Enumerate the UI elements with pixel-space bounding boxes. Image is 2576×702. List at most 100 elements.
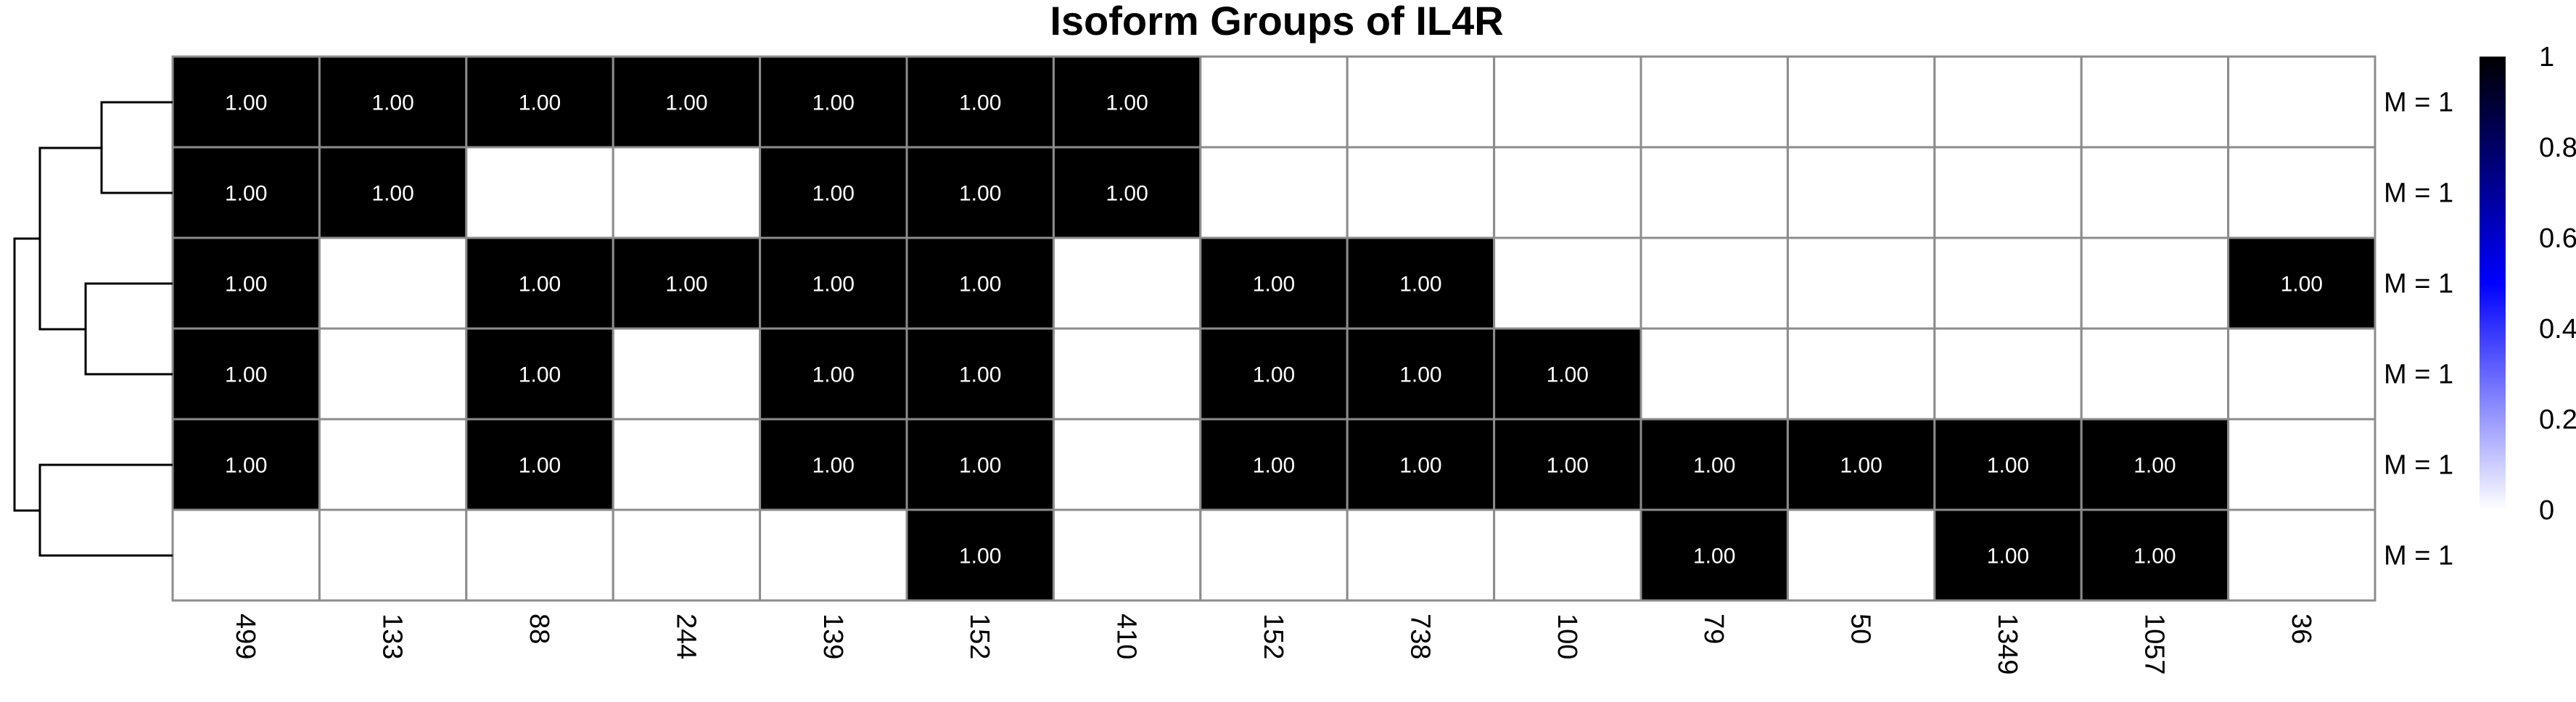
heatmap-cell: [1052, 418, 1202, 511]
cell-value-label: 1.00: [1253, 363, 1295, 387]
heatmap-cell: [759, 327, 908, 421]
heatmap-cell: [1933, 55, 2083, 149]
heatmap-cell: [905, 236, 1055, 330]
heatmap-cell: [905, 55, 1055, 149]
cell-value-label: 1.00: [665, 91, 707, 115]
heatmap-cell: [759, 236, 908, 330]
heatmap-cell: [1786, 236, 1936, 330]
heatmap-cell: [1199, 146, 1349, 239]
heatmap-cell: [1199, 327, 1349, 421]
heatmap-cell: [318, 55, 468, 149]
column-label: 244: [670, 614, 701, 659]
color-scale-tick-label: 0.2: [2539, 405, 2576, 435]
column-label: 50: [1845, 614, 1876, 644]
cell-value-label: 1.00: [812, 454, 855, 478]
dendrogram-branch: [38, 463, 173, 557]
heatmap-cell: [465, 55, 614, 149]
row-dendrogram: [13, 101, 173, 557]
heatmap-cell: [1639, 236, 1789, 330]
heatmap-cell: [1933, 236, 2083, 330]
heatmap-cell: [1786, 508, 1936, 602]
heatmap-cell: [1933, 418, 2083, 511]
column-label: 1057: [2139, 614, 2169, 675]
heatmap-cell: [905, 418, 1055, 511]
heatmap-cell: [1493, 146, 1642, 239]
row-label: M = 1: [2384, 541, 2453, 571]
heatmap-cell: [1786, 327, 1936, 421]
cell-value-label: 1.00: [959, 273, 1001, 297]
heatmap-cell: [1346, 146, 1496, 239]
heatmap-cell: [905, 508, 1055, 602]
heatmap-cell: [612, 508, 762, 602]
cell-value-label: 1.00: [812, 182, 855, 206]
column-label: 410: [1111, 614, 1142, 659]
cell-value-label: 1.00: [1693, 545, 1735, 569]
row-label: M = 1: [2384, 450, 2453, 481]
heatmap-cell: [1639, 508, 1789, 602]
heatmap-cell: [2227, 146, 2377, 239]
color-scale: 0 0.2 0.4 0.6 0.8 1: [2480, 42, 2576, 526]
heatmap-cell: [1786, 418, 1936, 511]
color-scale-tick-label: 0.8: [2539, 133, 2576, 163]
cell-value-label: 1.00: [2133, 545, 2176, 569]
heatmap-cell: [171, 55, 321, 149]
heatmap-cell: [1639, 327, 1789, 421]
cell-value-label: 1.00: [1106, 91, 1148, 115]
column-label: 499: [230, 614, 260, 659]
heatmap-cell: [1346, 55, 1496, 149]
row-label: M = 1: [2384, 360, 2453, 390]
heatmap-cell: [2080, 236, 2230, 330]
cell-value-label: 1.00: [1399, 273, 1441, 297]
cell-value-label: 1.00: [1987, 545, 2029, 569]
heatmap-cell: [1639, 55, 1789, 149]
cell-value-label: 1.00: [1987, 454, 2029, 478]
heatmap-cell: [1933, 327, 2083, 421]
row-labels: M = 1 M = 1 M = 1 M = 1 M = 1 M = 1: [2384, 88, 2453, 571]
heatmap-cell: [318, 327, 468, 421]
heatmap-cell: [612, 146, 762, 239]
heatmap-cell: [1052, 508, 1202, 602]
row-label: M = 1: [2384, 88, 2453, 118]
cell-value-label: 1.00: [225, 454, 267, 478]
column-label: 133: [377, 614, 408, 659]
cell-value-label: 1.00: [959, 454, 1001, 478]
heatmap-cell: [2227, 508, 2377, 602]
heatmap-cell: [1199, 236, 1349, 330]
heatmap-cell: [2080, 508, 2230, 602]
heatmap-cell: [2080, 146, 2230, 239]
heatmap-cell: [465, 146, 614, 239]
cell-value-label: 1.00: [1547, 363, 1589, 387]
cell-value-label: 1.00: [371, 91, 413, 115]
column-label: 36: [2286, 614, 2316, 644]
cell-value-label: 1.00: [519, 454, 561, 478]
heatmap-cell: [1786, 146, 1936, 239]
heatmap-cell: [1493, 55, 1642, 149]
cell-value-label: 1.00: [959, 363, 1001, 387]
heatmap-cell: [171, 327, 321, 421]
column-label: 100: [1552, 614, 1582, 659]
cell-value-label: 1.00: [519, 273, 561, 297]
heatmap-cell: [1199, 508, 1349, 602]
row-label: M = 1: [2384, 178, 2453, 209]
cell-value-label: 1.00: [1399, 363, 1441, 387]
cell-value-label: 1.00: [959, 91, 1001, 115]
cell-value-label: 1.00: [1253, 273, 1295, 297]
heatmap-cell: [318, 236, 468, 330]
heatmap-cell: [465, 327, 614, 421]
color-scale-tick-label: 1: [2539, 42, 2554, 73]
cell-value-label: 1.00: [371, 182, 413, 206]
chart-title: Isoform Groups of IL4R: [1050, 0, 1503, 44]
heatmap-cell: [318, 508, 468, 602]
cell-value-label: 1.00: [1253, 454, 1295, 478]
dendrogram-branch: [84, 282, 173, 376]
heatmap-cell: [465, 508, 614, 602]
heatmap-cell: [465, 236, 614, 330]
color-scale-tick-label: 0: [2539, 495, 2554, 526]
cell-value-label: 1.00: [1693, 454, 1735, 478]
column-label: 88: [524, 614, 554, 644]
heatmap-cell: [1052, 236, 1202, 330]
cell-value-label: 1.00: [812, 91, 855, 115]
color-scale-bar: [2480, 57, 2506, 510]
heatmap-cell: [1493, 236, 1642, 330]
cell-value-label: 1.00: [225, 182, 267, 206]
